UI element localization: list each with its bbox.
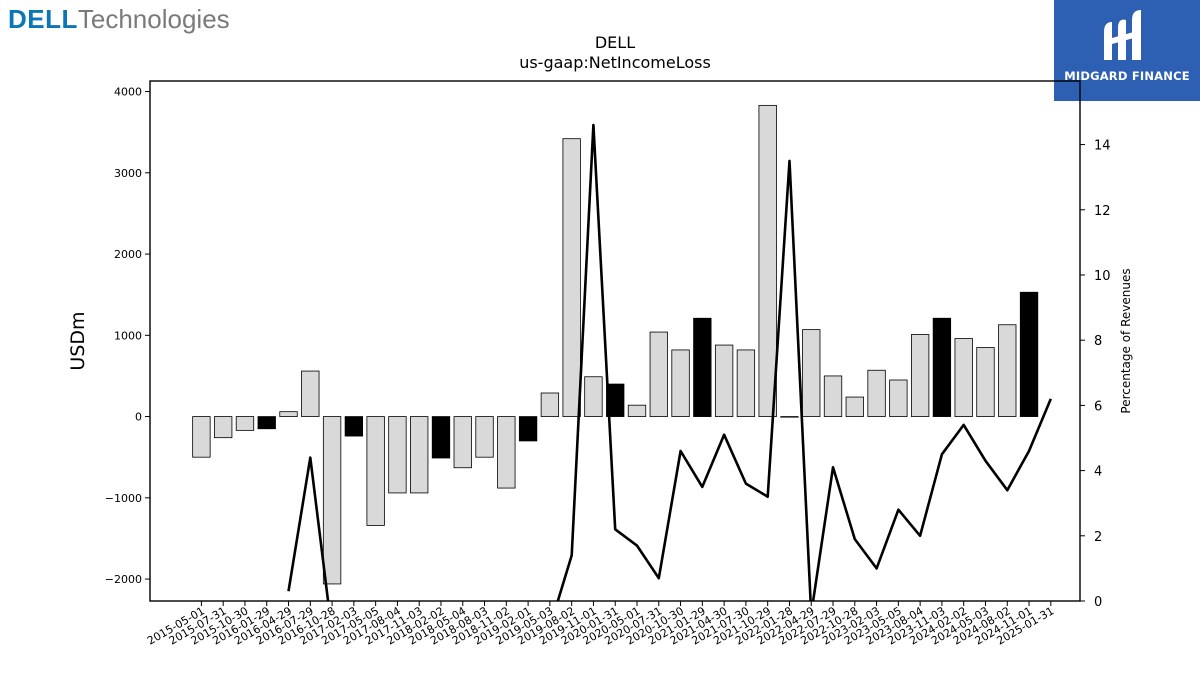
y-tick-label: −1000 (105, 492, 142, 505)
dell-technologies-logo: DELLTechnologies (8, 3, 230, 35)
chart-title: DELL (594, 33, 636, 52)
y-tick-label: 0 (135, 411, 142, 424)
chart-subtitle: us-gaap:NetIncomeLoss (519, 53, 711, 72)
bar (1019, 291, 1039, 417)
y-tick-label: 1000 (114, 329, 142, 342)
bar (823, 375, 843, 417)
bar (540, 392, 560, 417)
bar (431, 416, 451, 459)
y-tick-label: 4000 (114, 86, 142, 99)
bar (802, 329, 821, 417)
y2-tick-label: 4 (1094, 465, 1102, 480)
bar (322, 416, 342, 585)
bar (562, 138, 581, 417)
bar (410, 416, 429, 494)
bar (497, 416, 516, 489)
bar (954, 338, 973, 417)
bar (976, 347, 995, 417)
bar (932, 317, 952, 417)
bar (366, 416, 385, 526)
y-axis-label: USDm (67, 311, 89, 370)
bar (736, 349, 756, 417)
y2-tick-label: 10 (1094, 269, 1111, 284)
y2-axis-label: Percentage of Revenues (1119, 268, 1133, 413)
bar (475, 416, 494, 458)
y2-tick-label: 8 (1094, 334, 1102, 349)
bar (584, 376, 603, 417)
midgard-finance-logo: MIDGARD FINANCE (1054, 0, 1200, 101)
bar (301, 370, 320, 417)
bar (910, 334, 930, 417)
y-tick-label: 2000 (114, 248, 142, 261)
bar (606, 383, 625, 417)
dell-logo-brand: DELL (8, 4, 78, 34)
percentage-line (556, 123, 1052, 601)
bar (344, 416, 364, 437)
bar (867, 369, 886, 417)
y2-tick-label: 14 (1094, 139, 1111, 154)
bar (671, 349, 690, 417)
y2-tick-label: 12 (1094, 204, 1111, 219)
bar (693, 317, 712, 417)
bar (649, 331, 668, 417)
bar (388, 416, 407, 494)
bar (998, 324, 1017, 417)
bar (235, 416, 255, 431)
bar (453, 416, 472, 469)
midgard-m-icon (1104, 10, 1141, 60)
y2-tick-label: 6 (1094, 399, 1102, 414)
bar (257, 416, 276, 430)
midgard-logo-text: MIDGARD FINANCE (1064, 69, 1190, 83)
y2-tick-label: 0 (1094, 595, 1102, 610)
bar (518, 416, 538, 442)
bar (279, 411, 298, 417)
bar (714, 344, 734, 417)
dell-logo-suffix: Technologies (77, 4, 230, 34)
y-tick-label: −2000 (105, 573, 142, 586)
y2-tick-label: 2 (1094, 530, 1102, 545)
bar (780, 416, 799, 418)
bar (627, 404, 647, 417)
bar (758, 104, 777, 417)
percentage-line (287, 456, 330, 601)
bar (214, 416, 233, 439)
y-tick-label: 3000 (114, 167, 142, 180)
bar (845, 396, 864, 417)
bar (889, 379, 908, 417)
bar (192, 416, 211, 458)
